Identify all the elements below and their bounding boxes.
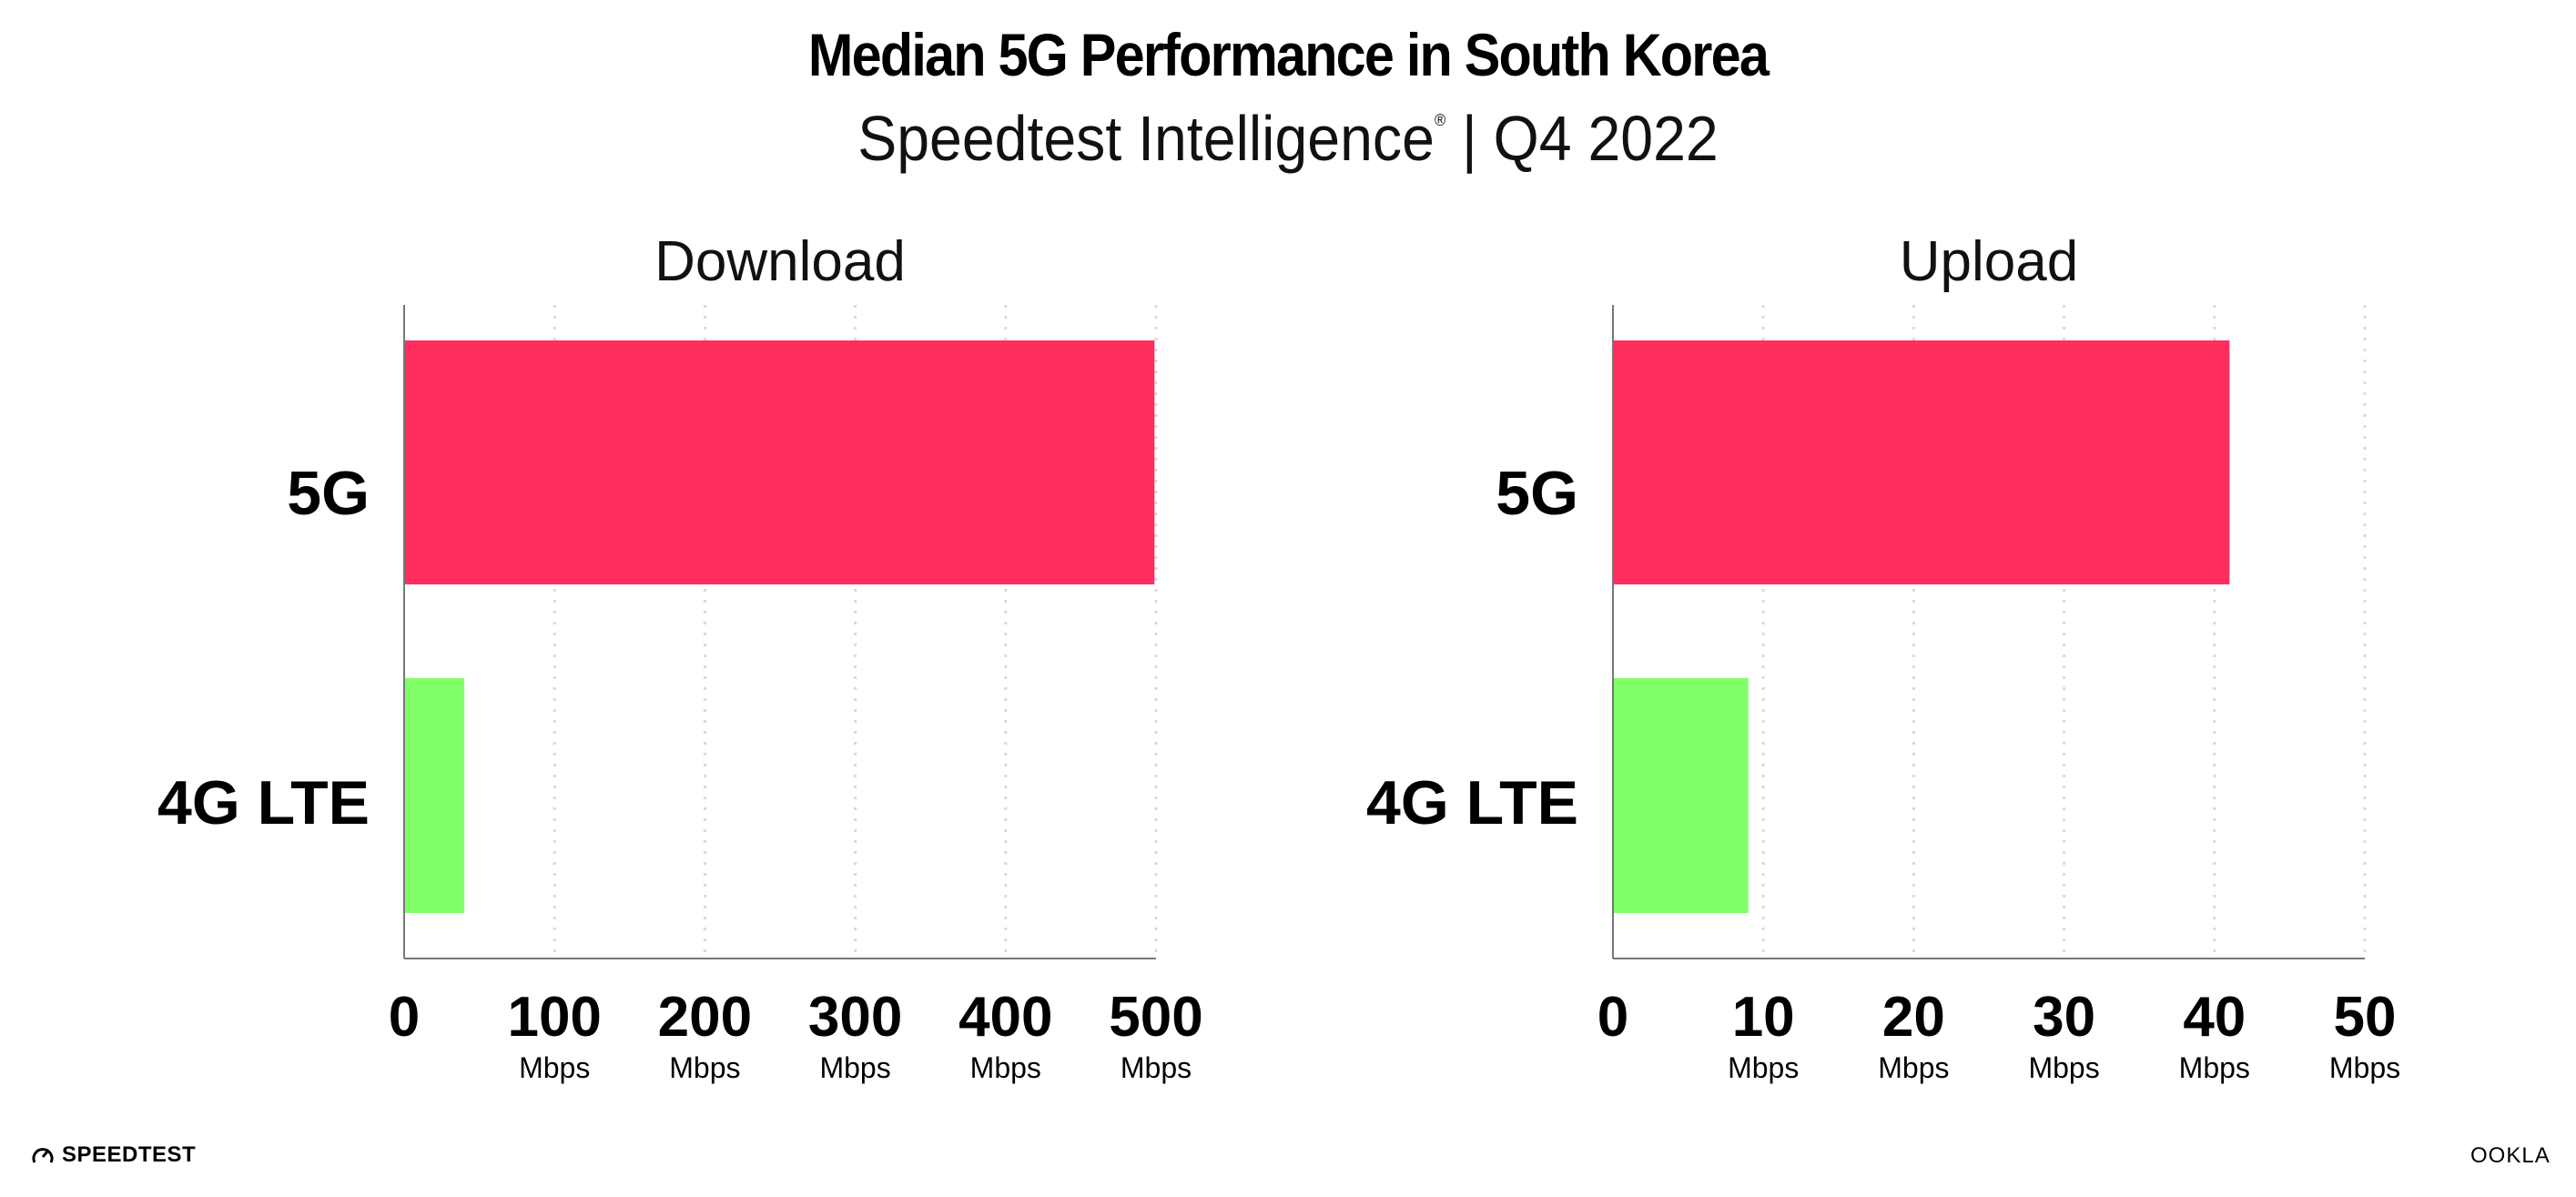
tick-unit: Mbps xyxy=(819,1051,890,1084)
tick-label: 0 xyxy=(389,986,420,1049)
tick-unit: Mbps xyxy=(2028,1051,2099,1084)
tick-label: 50 xyxy=(2334,986,2397,1049)
subtitle-period: | Q4 2022 xyxy=(1445,103,1719,174)
speedtest-logo: SPEEDTEST xyxy=(31,1142,196,1168)
tick-label: 20 xyxy=(1882,986,1945,1049)
tick-unit: Mbps xyxy=(669,1051,740,1084)
category-label: 4G LTE xyxy=(157,768,370,837)
panel-title: Download xyxy=(654,230,906,293)
tick-label: 30 xyxy=(2033,986,2095,1049)
tick-label: 100 xyxy=(507,986,601,1049)
tick-label: 40 xyxy=(2183,986,2246,1049)
tick-label: 400 xyxy=(958,986,1052,1049)
speedtest-wordmark: SPEEDTEST xyxy=(62,1142,197,1167)
bar-5g xyxy=(1613,340,2230,584)
speedometer-icon xyxy=(32,1148,54,1163)
panel-title: Upload xyxy=(1900,230,2078,293)
tick-unit: Mbps xyxy=(1121,1051,1192,1084)
tick-unit: Mbps xyxy=(970,1051,1041,1084)
tick-unit: Mbps xyxy=(1878,1051,1949,1084)
chart-title: Median 5G Performance in South Korea xyxy=(807,21,1770,88)
tick-label: 300 xyxy=(808,986,902,1049)
bar-4g-lte xyxy=(1613,678,1749,913)
bar-4g-lte xyxy=(404,678,465,913)
category-label: 5G xyxy=(1496,459,1578,528)
ookla-logo: OOKLA xyxy=(2470,1143,2551,1168)
tick-label: 0 xyxy=(1597,986,1628,1049)
tick-unit: Mbps xyxy=(1728,1051,1799,1084)
category-label: 4G LTE xyxy=(1366,768,1578,837)
chart-subtitle: Speedtest Intelligence® | Q4 2022 xyxy=(103,102,2473,175)
bar-5g xyxy=(404,340,1155,584)
tick-unit: Mbps xyxy=(2329,1051,2400,1084)
category-label: 5G xyxy=(287,459,370,528)
tick-label: 10 xyxy=(1732,986,1795,1049)
tick-label: 200 xyxy=(658,986,752,1049)
tick-label: 500 xyxy=(1109,986,1202,1049)
subtitle-source: Speedtest Intelligence xyxy=(857,103,1435,174)
registered-mark: ® xyxy=(1434,111,1446,129)
tick-unit: Mbps xyxy=(2179,1051,2250,1084)
tick-unit: Mbps xyxy=(519,1051,590,1084)
